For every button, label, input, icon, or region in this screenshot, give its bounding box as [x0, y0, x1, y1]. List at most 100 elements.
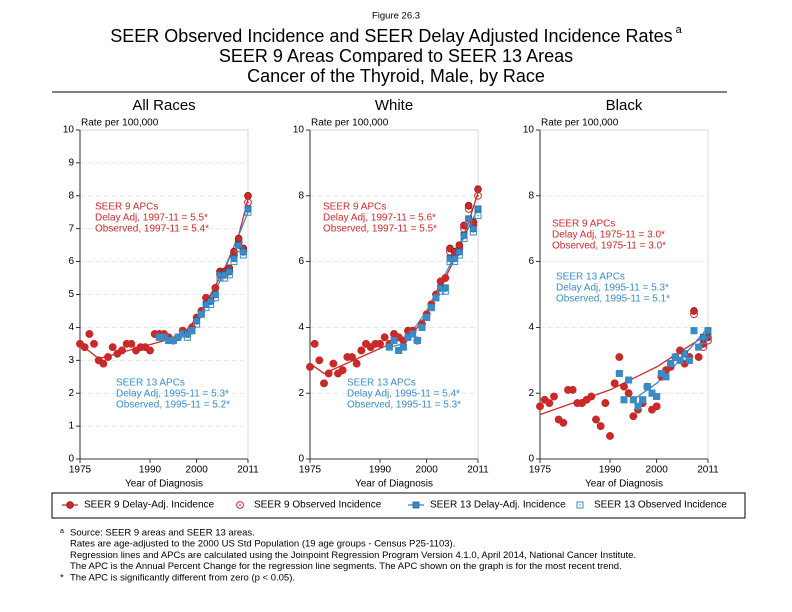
title-line: Cancer of the Thyroid, Male, by Race: [247, 66, 545, 86]
marker-dot: [107, 356, 109, 358]
marker: [235, 244, 243, 252]
title-line: SEER Observed Incidence and SEER Delay A…: [110, 24, 682, 46]
panel-title: All Races: [132, 97, 195, 114]
marker-dot: [233, 260, 235, 263]
marker-shape: [615, 369, 623, 377]
marker-shape: [423, 314, 431, 322]
marker-shape: [352, 359, 361, 368]
marker-dot: [223, 277, 226, 279]
marker-dot: [449, 260, 451, 263]
marker-shape: [239, 251, 247, 259]
marker-shape: [474, 212, 482, 220]
apc-annotation: Delay Adj, 1995-11 = 5.3*: [116, 389, 229, 400]
marker-dot: [581, 402, 583, 404]
marker: [620, 382, 628, 391]
marker-dot: [205, 306, 207, 309]
figure-label: Figure 26.3: [372, 11, 420, 22]
apc-annotation: Observed, 1995-11 = 5.2*: [116, 400, 230, 411]
marker-shape: [390, 337, 398, 345]
marker-shape: [146, 346, 154, 355]
marker-dot: [149, 349, 151, 352]
marker: [465, 218, 473, 226]
marker-shape: [211, 294, 219, 302]
marker-shape: [451, 258, 459, 266]
marker: [343, 353, 352, 361]
marker-dot: [397, 336, 400, 339]
marker: [310, 339, 319, 348]
marker-dot: [158, 336, 161, 339]
marker: [352, 359, 361, 368]
marker: [122, 339, 131, 348]
marker-dot: [707, 339, 709, 342]
marker-shape: [357, 346, 366, 355]
marker-dot: [567, 389, 569, 391]
marker-dot: [679, 359, 681, 362]
x-tick-label: 1975: [69, 465, 92, 476]
marker: [306, 362, 314, 371]
marker-dot: [539, 405, 541, 408]
marker-dot: [318, 359, 321, 362]
marker-shape: [455, 251, 463, 259]
marker: [536, 402, 544, 411]
marker-dot: [463, 227, 465, 230]
footnote-mark: a: [60, 528, 64, 535]
marker-dot: [655, 395, 658, 398]
marker-dot: [557, 418, 560, 421]
marker-shape: [244, 192, 252, 200]
marker-dot: [477, 194, 479, 197]
marker-dot: [360, 349, 363, 352]
marker: [324, 369, 333, 378]
marker-dot: [167, 339, 170, 342]
marker: [90, 339, 98, 348]
marker-dot: [351, 356, 353, 358]
y-tick-label: 9: [68, 158, 74, 169]
marker: [385, 343, 393, 351]
y-axis-label: Rate per 100,000: [541, 118, 619, 129]
marker-dot: [121, 349, 123, 352]
marker: [592, 415, 600, 424]
marker-dot: [623, 385, 625, 388]
marker: [695, 343, 703, 351]
marker-shape: [441, 274, 450, 282]
marker-dot: [327, 372, 330, 375]
marker-shape: [310, 339, 319, 348]
x-tick-label: 1990: [139, 465, 162, 476]
marker-dot: [553, 395, 555, 398]
marker: [587, 392, 596, 401]
marker-shape: [474, 191, 482, 200]
marker-dot: [379, 342, 381, 345]
marker-shape: [596, 422, 605, 431]
marker-dot: [219, 277, 221, 279]
y-tick-label: 8: [528, 190, 534, 201]
marker-shape: [545, 399, 554, 407]
marker-shape: [236, 501, 244, 509]
marker-shape: [188, 327, 196, 335]
x-tick-label: 2000: [646, 465, 669, 476]
marker-dot: [683, 356, 686, 358]
marker-dot: [337, 372, 339, 375]
y-tick-label: 8: [298, 190, 304, 201]
marker: [643, 383, 651, 391]
x-tick-label: 1975: [529, 465, 552, 476]
marker-shape: [230, 258, 238, 266]
marker-shape: [615, 353, 624, 361]
marker-dot: [439, 290, 442, 293]
marker-shape: [606, 432, 614, 440]
marker-dot: [205, 296, 207, 299]
marker-shape: [348, 353, 356, 361]
marker-shape: [432, 294, 440, 302]
marker-dot: [397, 349, 400, 352]
x-tick-label: 2000: [416, 465, 439, 476]
marker: [427, 304, 435, 312]
x-tick-label: 2011: [237, 465, 259, 476]
marker: [451, 258, 459, 266]
marker-dot: [425, 316, 428, 319]
marker: [197, 310, 205, 318]
marker-shape: [629, 412, 638, 421]
marker-shape: [216, 274, 224, 282]
y-tick-label: 3: [68, 355, 74, 366]
marker-shape: [108, 343, 117, 352]
marker-dot: [453, 260, 456, 263]
marker: [474, 205, 482, 213]
y-tick-label: 8: [68, 190, 74, 201]
